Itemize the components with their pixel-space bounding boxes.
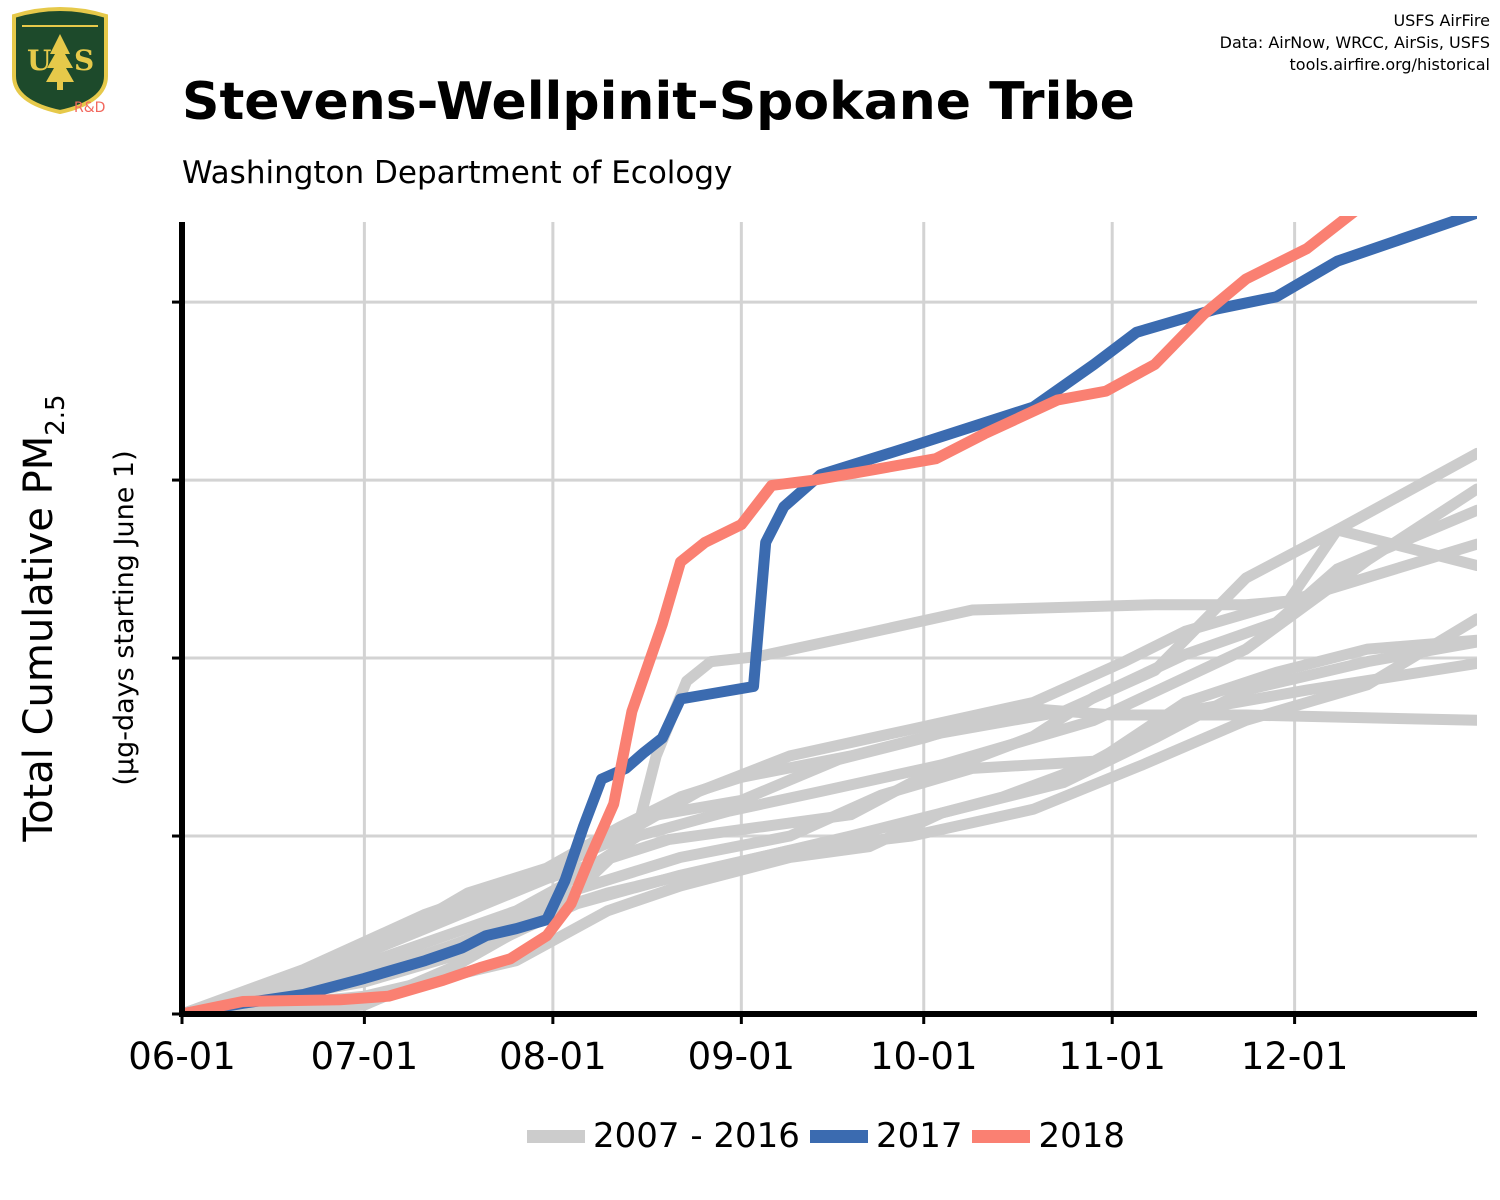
- chart-subtitle: Washington Department of Ecology: [182, 155, 733, 191]
- legend-item-2018: 2018: [972, 1116, 1125, 1156]
- legend-item-2017: 2017: [809, 1116, 963, 1156]
- series-line-2017: [182, 216, 1477, 1014]
- x-tick-label: 09-01: [688, 1035, 796, 1078]
- highlight-series-layer: [182, 216, 1477, 1014]
- x-tick-label: 06-01: [128, 1035, 236, 1078]
- logo-rd-label: R&D: [74, 100, 106, 116]
- credit-url: tools.airfire.org/historical: [1289, 55, 1490, 74]
- x-tick-label: 07-01: [311, 1035, 419, 1078]
- credit-data-sources: Data: AirNow, WRCC, AirSis, USFS: [1219, 33, 1490, 52]
- legend-swatch-2018: [972, 1129, 1031, 1143]
- x-tick-label: 08-01: [499, 1035, 607, 1078]
- historical-series-layer: [182, 447, 1477, 1014]
- y-axis-label-subscript: 2.5: [41, 394, 71, 435]
- chart-title: Stevens-Wellpinit-Spokane Tribe: [182, 72, 1135, 132]
- credit-block: USFS AirFire Data: AirNow, WRCC, AirSis,…: [1220, 10, 1490, 76]
- legend-label-2017: 2017: [875, 1116, 963, 1156]
- forest-service-shield-icon: U S: [12, 7, 108, 115]
- x-tick-label: 10-01: [870, 1035, 978, 1078]
- x-tick-label: 11-01: [1058, 1035, 1166, 1078]
- legend-item-2007-2016: 2007 - 2016: [527, 1116, 800, 1156]
- credit-org: USFS AirFire: [1393, 11, 1490, 30]
- series-line-2007-2016-f-: [182, 634, 1477, 1014]
- series-line-2007-2016-a-: [182, 483, 1477, 1014]
- legend-swatch-2017: [809, 1129, 868, 1143]
- series-line-2007-2016-i-: [182, 702, 1477, 1014]
- legend-label-2018: 2018: [1038, 1116, 1126, 1156]
- y-axis-label-text: Total Cumulative PM: [16, 436, 62, 843]
- legend-swatch-2007-2016: [527, 1129, 585, 1143]
- x-tick-label: 12-01: [1241, 1035, 1349, 1078]
- legend-label-2007-2016: 2007 - 2016: [593, 1116, 800, 1156]
- axis-layer: 06-01 07-01 08-01 09-01 10-01 11-01 12-01: [128, 222, 1477, 1078]
- svg-text:U: U: [27, 44, 51, 77]
- svg-text:S: S: [74, 44, 94, 77]
- y-axis-label: Total Cumulative PM2.5: [16, 394, 71, 842]
- series-line-2007-2016-b-: [182, 447, 1477, 1014]
- y-axis-sublabel: (µg-days starting June 1): [109, 450, 140, 785]
- series-line-2007-2016-j-: [182, 538, 1477, 1014]
- legend: 2007 - 2016 2017 2018: [527, 1112, 1135, 1160]
- series-line-2018: [182, 216, 1358, 1014]
